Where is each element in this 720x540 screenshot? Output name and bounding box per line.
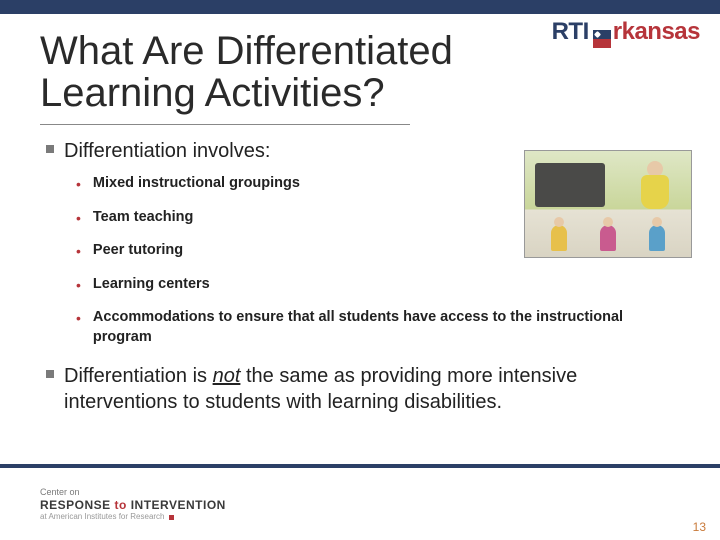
footer-line3: at American Institutes for Research	[40, 512, 226, 522]
sub-item-text: Peer tutoring	[93, 241, 183, 261]
title-underline	[40, 124, 410, 125]
footer-line1: Center on	[40, 487, 226, 498]
slide: RTI rkansas What Are Differentiated Lear…	[0, 0, 720, 540]
square-bullet-icon	[46, 370, 54, 378]
content-area: Differentiation involves: • Mixed instru…	[46, 138, 690, 425]
footer-square-icon	[169, 515, 174, 520]
bullet-2-text: Differentiation is not the same as provi…	[64, 363, 690, 415]
bullet-1-text: Differentiation involves:	[64, 138, 270, 164]
sub-item: • Mixed instructional groupings	[76, 174, 690, 194]
dot-bullet-icon: •	[76, 244, 81, 258]
dot-bullet-icon: •	[76, 278, 81, 292]
square-bullet-icon	[46, 145, 54, 153]
sub-item-text: Team teaching	[93, 208, 193, 228]
sublist: • Mixed instructional groupings • Team t…	[76, 174, 690, 347]
brand-suffix: rkansas	[613, 18, 700, 46]
slide-title: What Are Differentiated Learning Activit…	[40, 30, 560, 114]
sub-item: • Accommodations to ensure that all stud…	[76, 308, 690, 347]
sub-item: • Team teaching	[76, 208, 690, 228]
flag-icon	[593, 30, 611, 48]
top-bar	[0, 0, 720, 14]
dot-bullet-icon: •	[76, 177, 81, 191]
page-number: 13	[693, 520, 706, 534]
bottom-bar	[0, 464, 720, 468]
dot-bullet-icon: •	[76, 311, 81, 325]
sub-item: • Learning centers	[76, 275, 690, 295]
brand-logo: RTI rkansas	[552, 18, 700, 48]
sub-item-text: Accommodations to ensure that all studen…	[93, 308, 633, 347]
footer-line2: RESPONSE to INTERVENTION	[40, 498, 226, 512]
bullet-2: Differentiation is not the same as provi…	[46, 363, 690, 415]
sub-item-text: Learning centers	[93, 275, 210, 295]
bullet-2-pre: Differentiation is	[64, 365, 213, 387]
sub-item: • Peer tutoring	[76, 241, 690, 261]
bullet-1: Differentiation involves:	[46, 138, 690, 164]
dot-bullet-icon: •	[76, 211, 81, 225]
sub-item-text: Mixed instructional groupings	[93, 174, 300, 194]
bullet-2-em: not	[213, 365, 241, 387]
footer-logo: Center on RESPONSE to INTERVENTION at Am…	[40, 487, 226, 522]
